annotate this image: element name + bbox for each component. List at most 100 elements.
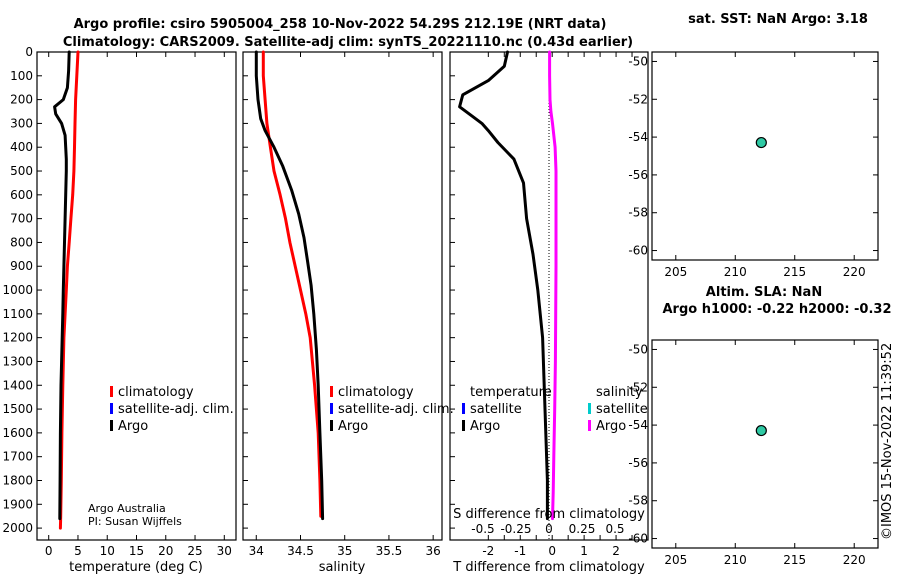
x-tick-label: 0 (548, 544, 556, 558)
x-tick-label: 25 (187, 544, 202, 558)
sst-map-title: sat. SST: NaN Argo: 3.18 (688, 12, 868, 27)
map-y-tick-label: -58 (628, 494, 648, 508)
map-y-tick-label: -50 (628, 54, 648, 68)
y-tick-label: 200 (10, 93, 33, 107)
legend-temperature-head: temperature (470, 385, 552, 400)
y-tick-label: 100 (10, 69, 33, 83)
y-tick-label: 1000 (2, 283, 33, 297)
sla-map-title: Altim. SLA: NaN (706, 285, 822, 300)
sst-map-frame (651, 51, 879, 261)
salinity-axes-frame (242, 51, 443, 541)
temperature-panel: 0 5 10 15 20 25 30 0 100 200 300 400 500 600 700 800 90… (2, 45, 237, 575)
sla-map-subtitle: Argo h1000: -0.22 h2000: -0.32 (662, 302, 891, 317)
series-line-argo (254, 50, 325, 521)
legend-s-satellite: satellite (596, 402, 648, 417)
legend-swatch-argo (110, 420, 113, 431)
x-tick-label: 20 (158, 544, 173, 558)
map-y-tick-label: -52 (628, 380, 648, 394)
legend-t-satellite: satellite (470, 402, 522, 417)
temperature-legend: climatology satellite-adj. clim. Argo (110, 385, 234, 434)
top-tick-label: -0.5 (471, 522, 494, 536)
t-difference-x-label: T difference from climatology (452, 560, 645, 575)
series-line-t-difference-argo- (458, 50, 549, 521)
x-tick-label: -1 (514, 544, 526, 558)
x-tick-label: 36 (426, 544, 441, 558)
sst-map-panel: sat. SST: NaN Argo: 3.18 205 210 215 220 -50… (628, 12, 879, 279)
x-tick-label: 10 (100, 544, 115, 558)
salinity-x-label: salinity (319, 560, 366, 575)
legend-satellite-adj: satellite-adj. clim. (338, 402, 454, 417)
credit-pi: PI: Susan Wijffels (88, 515, 182, 528)
legend-argo: Argo (338, 419, 368, 434)
y-tick-label: 400 (10, 140, 33, 154)
salinity-legend: climatology satellite-adj. clim. Argo (330, 385, 454, 434)
y-tick-label: 1900 (2, 497, 33, 511)
map-y-tick-label: -50 (628, 342, 648, 356)
y-tick-label: 0 (25, 45, 33, 59)
argo-float-position-marker (755, 424, 767, 437)
map-y-tick-label: -52 (628, 92, 648, 106)
sst-map-ticks: 205 210 215 220 -50 -52 -54 -56 -58 -60 (628, 52, 878, 279)
y-tick-label: 800 (10, 235, 33, 249)
legend-swatch-s-argo (588, 420, 591, 431)
sla-map-ticks: 205 210 215 220 -50 -52 -54 -56 -58 -60 (628, 340, 878, 567)
map-x-tick-label: 220 (843, 553, 866, 567)
legend-s-argo: Argo (596, 419, 626, 434)
y-tick-label: 300 (10, 116, 33, 130)
map-y-tick-label: -54 (628, 418, 648, 432)
depth-y-ticks: 0 100 200 300 400 500 600 700 800 900 1000 1100 1200… (2, 45, 42, 535)
salinity-x-ticks: 34 34.5 35 35.5 36 (249, 52, 441, 558)
top-tick-label: 0 (545, 522, 553, 536)
difference-lines (450, 50, 558, 529)
x-tick-label: 35.5 (376, 544, 403, 558)
salinity-lines (243, 50, 325, 529)
argo-float-position-marker (755, 136, 767, 149)
salinity-panel: 34 34.5 35 35.5 36 salinity climatology sate… (242, 50, 454, 575)
y-tick-label: 500 (10, 164, 33, 178)
map-x-tick-label: 215 (783, 553, 806, 567)
y-tick-label: 1700 (2, 450, 33, 464)
x-tick-label: 5 (74, 544, 82, 558)
difference-x-ticks: -2 -1 0 1 2 (482, 52, 633, 558)
map-x-tick-label: 215 (783, 265, 806, 279)
legend-satellite-adj: satellite-adj. clim. (118, 402, 234, 417)
difference-panel: -2 -1 0 1 2 -0.5 -0.25 0 0.25 0.5 S difference f… (449, 50, 649, 575)
x-tick-label: 15 (129, 544, 144, 558)
y-tick-label: 700 (10, 212, 33, 226)
y-tick-label: 1300 (2, 354, 33, 368)
x-tick-label: 0 (45, 544, 53, 558)
map-x-tick-label: 205 (664, 265, 687, 279)
series-line-argo (53, 50, 71, 521)
map-x-tick-label: 210 (724, 553, 747, 567)
y-tick-label: 900 (10, 259, 33, 273)
legend-swatch-satellite (110, 403, 113, 414)
map-y-tick-label: -56 (628, 456, 648, 470)
difference-legend: temperature satellite Argo salinity sate… (462, 385, 648, 434)
top-tick-label: -0.25 (500, 522, 531, 536)
legend-swatch-climatology (110, 386, 113, 397)
x-tick-label: 34.5 (287, 544, 314, 558)
legend-swatch-t-satellite (462, 403, 465, 414)
y-tick-label: 1200 (2, 331, 33, 345)
legend-climatology: climatology (338, 385, 414, 400)
credit-org: Argo Australia (88, 502, 166, 515)
sla-map-panel: Altim. SLA: NaN Argo h1000: -0.22 h2000:… (628, 285, 891, 567)
map-y-tick-label: -58 (628, 206, 648, 220)
s-difference-label: S difference from climatology (453, 507, 645, 522)
y-tick-label: 1500 (2, 402, 33, 416)
sst-map-points (755, 136, 767, 149)
y-tick-label: 1400 (2, 378, 33, 392)
temperature-x-ticks: 0 5 10 15 20 25 30 (45, 52, 232, 558)
x-tick-label: 34 (249, 544, 264, 558)
figure-title-line1: Argo profile: csiro 5905004_258 10-Nov-2… (74, 17, 607, 32)
y-tick-label: 1100 (2, 307, 33, 321)
series-line-climatology (261, 50, 323, 518)
map-x-tick-label: 220 (843, 265, 866, 279)
map-x-tick-label: 205 (664, 553, 687, 567)
top-tick-label: 0.5 (605, 522, 624, 536)
map-y-tick-label: -60 (628, 532, 648, 546)
x-tick-label: 30 (217, 544, 232, 558)
legend-swatch-satellite (330, 403, 333, 414)
legend-swatch-climatology (330, 386, 333, 397)
temperature-lines (53, 50, 80, 530)
